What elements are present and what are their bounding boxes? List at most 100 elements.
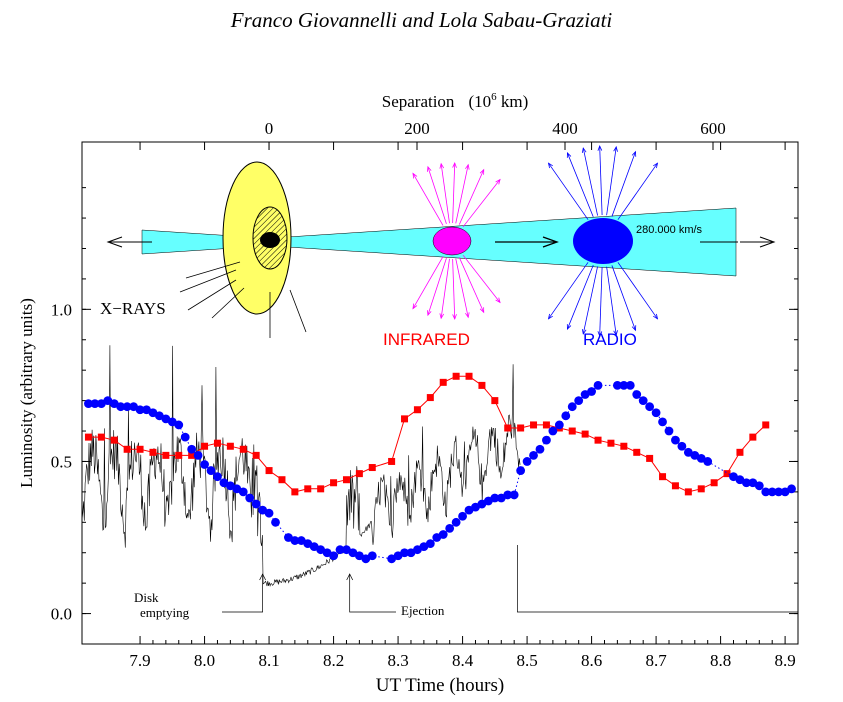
radio-point	[574, 396, 584, 406]
radio-point	[264, 508, 274, 518]
radio-point	[367, 551, 377, 561]
y-tick-label: 1.0	[51, 300, 72, 319]
infrared-point	[491, 397, 499, 405]
infrared-point	[697, 485, 705, 493]
radio-point	[445, 523, 455, 533]
radio-point	[251, 499, 261, 509]
infrared-point	[542, 421, 550, 429]
radio-ray-head	[547, 162, 553, 169]
radio-ray	[548, 162, 589, 220]
infrared-point	[684, 488, 692, 496]
black-hole	[260, 232, 280, 248]
radio-point	[271, 517, 280, 527]
disk-emptying-guide	[222, 574, 263, 613]
infrared-point	[439, 378, 447, 386]
radio-point	[245, 493, 255, 503]
plot-frame	[81, 141, 799, 645]
infrared-ray-head	[439, 162, 445, 169]
x-tick-label: 8.5	[516, 651, 537, 670]
radio-ray-head	[631, 150, 637, 157]
infrared-ray	[452, 163, 456, 224]
axis-ticks: 7.9 8.0 8.1 8.2 8.3 8.4 8.5 8.6 8.7 8.8 8.9 0.0 0.5 1…	[51, 119, 798, 670]
infrared-ray	[462, 179, 501, 228]
infrared-point	[136, 445, 144, 453]
infrared-point	[426, 394, 434, 402]
radio-point	[458, 511, 467, 521]
infrared-point	[710, 479, 718, 487]
radio-series-layer	[84, 380, 796, 564]
page-header: Franco Giovannelli and Lola Sabau-Grazia…	[230, 8, 613, 32]
xray-rays	[179, 261, 307, 338]
radio-point	[625, 380, 635, 390]
y-axis-label: Luminosity (arbitrary units)	[17, 298, 36, 488]
radio-point	[651, 408, 661, 418]
top-tick-label: 0	[265, 119, 274, 138]
radio-point	[542, 435, 551, 445]
infrared-ray-head	[412, 303, 418, 310]
x-tick-label: 8.0	[194, 651, 215, 670]
infrared-ray-head	[427, 310, 432, 317]
infrared-point	[620, 442, 628, 450]
y-tick-label: 0.0	[51, 605, 72, 624]
infrared-point	[368, 464, 376, 472]
infrared-ray	[458, 257, 485, 313]
radio-ray-head	[631, 325, 637, 332]
radio-point	[335, 545, 345, 555]
infrared-rays	[412, 162, 501, 320]
radio-point	[554, 420, 564, 430]
xray-ray	[289, 289, 307, 333]
radio-ray-head	[613, 330, 618, 337]
infrared-ray	[455, 164, 469, 224]
radio-label: RADIO	[583, 330, 637, 349]
radio-point	[206, 466, 216, 475]
radio-ray	[582, 147, 598, 216]
infrared-point	[452, 372, 460, 380]
radio-ray-head	[566, 151, 572, 158]
radio-rays	[547, 145, 659, 337]
infrared-ray-head	[495, 178, 501, 185]
radio-ray	[617, 262, 658, 320]
x-axis-label: UT Time (hours)	[376, 675, 504, 696]
x-tick-label: 8.6	[581, 651, 602, 670]
x-tick-label: 8.2	[323, 651, 344, 670]
x-tick-label: 8.3	[387, 651, 408, 670]
end-guide	[517, 545, 798, 613]
infrared-point	[659, 473, 667, 481]
radio-ray-head	[581, 147, 587, 154]
infrared-point	[265, 467, 273, 475]
radio-point	[548, 426, 558, 436]
infrared-point	[607, 439, 615, 447]
xray-curve-layer	[81, 345, 521, 587]
radio-point	[180, 432, 190, 442]
infrared-point	[110, 436, 118, 444]
radio-point	[587, 387, 596, 396]
infrared-point	[517, 424, 525, 432]
radio-point	[329, 551, 338, 561]
xrays-label: X−RAYS	[100, 299, 166, 318]
radio-point	[290, 536, 300, 545]
radio-point	[174, 420, 184, 430]
radio-ray	[606, 146, 617, 216]
radio-point	[658, 417, 667, 427]
infrared-ray	[427, 166, 447, 225]
radio-ray-head	[581, 328, 587, 335]
infrared-point	[226, 442, 234, 450]
infrared-point	[581, 430, 589, 438]
infrared-point	[736, 448, 744, 456]
radio-point	[703, 457, 713, 466]
infrared-point	[413, 406, 421, 414]
radio-ray	[617, 162, 658, 220]
radio-point	[761, 487, 771, 497]
x-tick-label: 8.7	[645, 651, 667, 670]
infrared-point	[304, 485, 312, 493]
infrared-ray-head	[479, 168, 485, 175]
radio-ray	[599, 146, 603, 216]
infrared-point	[149, 448, 157, 456]
radio-point	[90, 399, 100, 409]
top-tick-label: 600	[700, 119, 726, 138]
radio-ray-head	[597, 145, 603, 151]
infrared-point	[633, 448, 641, 456]
infrared-point	[568, 427, 576, 435]
ejection-guide	[349, 574, 396, 613]
infrared-point	[317, 485, 325, 493]
